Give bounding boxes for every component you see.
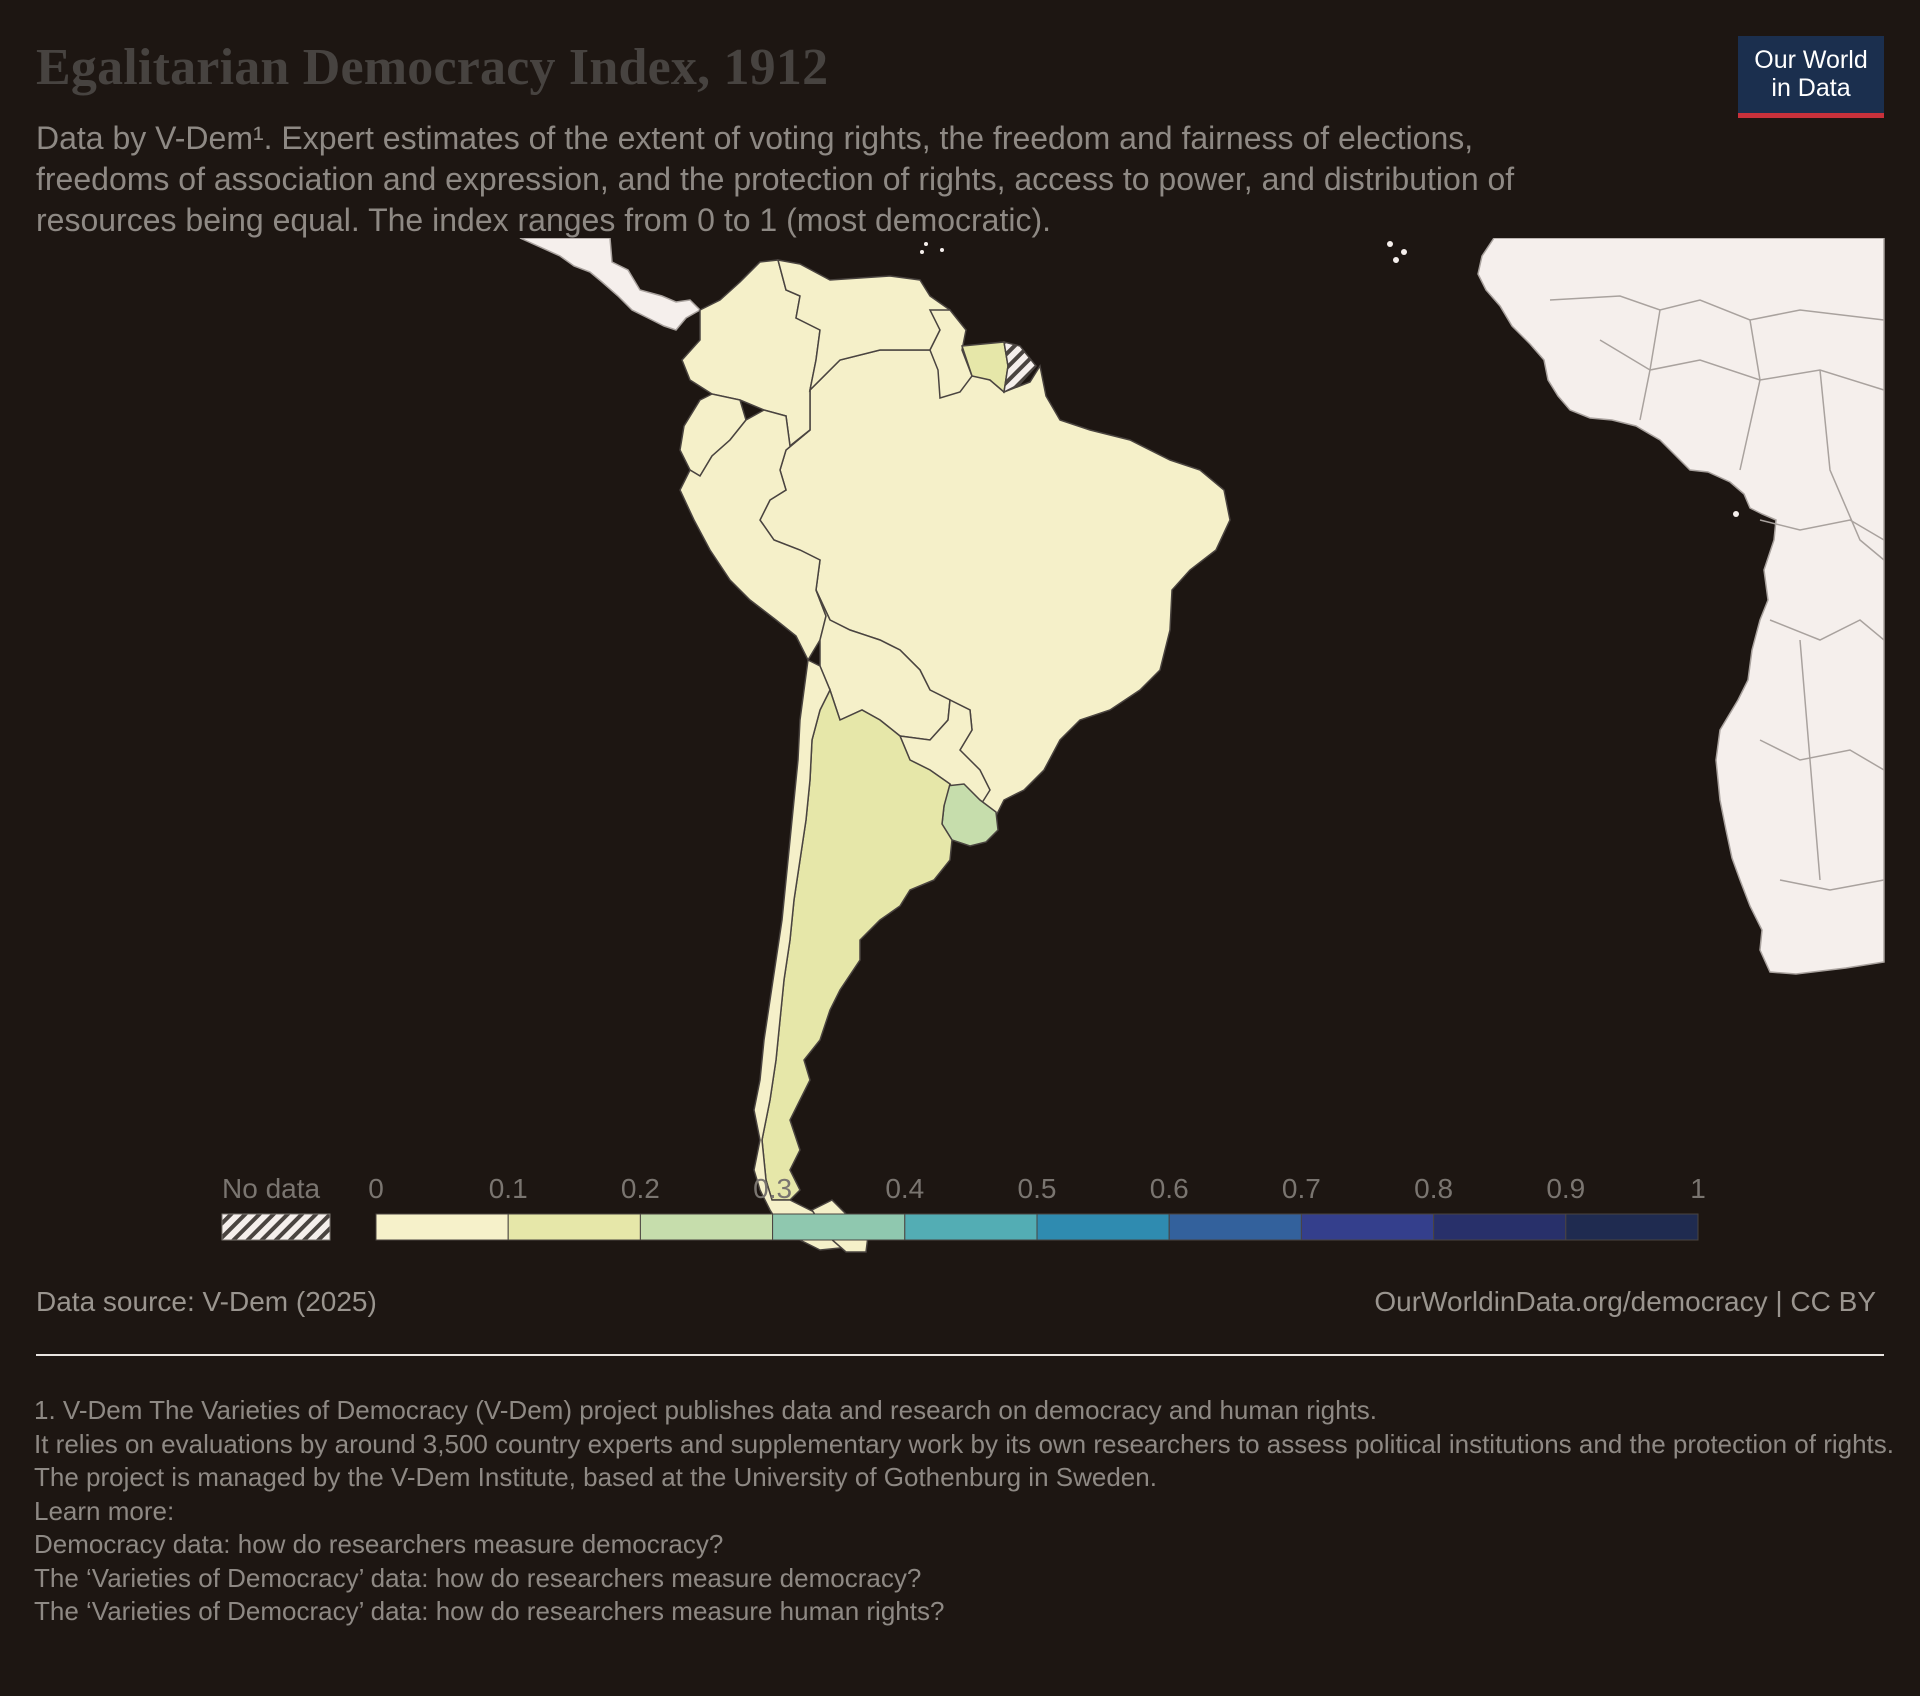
map-legend: No data 0 0.1 0.2 0.3 0.4 0.5 0.6 0.7 0.8 0.9 1 bbox=[221, 1173, 1706, 1241]
region-central-america[interactable] bbox=[519, 238, 702, 331]
islands bbox=[920, 241, 1739, 517]
footnote-line: 1. V-Dem The Varieties of Democracy (V-D… bbox=[34, 1395, 1377, 1425]
legend-bin[interactable] bbox=[1036, 1213, 1170, 1241]
legend-tick-label: 0.6 bbox=[1150, 1173, 1189, 1204]
legend-bin[interactable] bbox=[507, 1213, 641, 1241]
footnote-line: Learn more: bbox=[34, 1495, 175, 1526]
subtitle-line: resources being equal. The index ranges … bbox=[36, 202, 1052, 238]
divider bbox=[36, 1354, 1884, 1356]
footnote-line: It relies on evaluations by around 3,500… bbox=[34, 1428, 1894, 1459]
region-guyana[interactable] bbox=[928, 309, 973, 399]
region-west-africa[interactable] bbox=[1477, 238, 1885, 975]
legend-tick-label: 0.2 bbox=[621, 1173, 660, 1204]
footnote-line: The project is managed by the V-Dem Inst… bbox=[34, 1462, 1157, 1492]
data-source: Data source: V-Dem (2025) bbox=[36, 1286, 377, 1317]
logo-accent-bar bbox=[1738, 113, 1884, 118]
chart-title: Egalitarian Democracy Index, 1912 bbox=[36, 39, 829, 96]
footnotes: 1. V-Dem The Varieties of Democracy (V-D… bbox=[34, 1394, 1894, 1629]
legend-bin[interactable] bbox=[1300, 1213, 1435, 1241]
footnote-link[interactable]: Democracy data: how do researchers measu… bbox=[34, 1529, 724, 1559]
legend-tick-label: 0.1 bbox=[489, 1173, 528, 1204]
no-data-label: No data bbox=[222, 1173, 320, 1204]
region-argentina[interactable] bbox=[761, 688, 953, 1201]
legend-bin[interactable] bbox=[772, 1213, 906, 1241]
chart-subtitle: Data by V-Dem¹. Expert estimates of the … bbox=[36, 118, 1636, 241]
legend-tick-label: 0.9 bbox=[1546, 1173, 1585, 1204]
footnote-link[interactable]: The ‘Varieties of Democracy’ data: how d… bbox=[34, 1596, 945, 1626]
logo-line: in Data bbox=[1771, 74, 1851, 102]
no-data-swatch[interactable] bbox=[221, 1213, 331, 1241]
legend-bin[interactable] bbox=[1433, 1213, 1567, 1241]
subtitle-line: freedoms of association and expression, … bbox=[36, 161, 1515, 197]
legend-tick-label: 0 bbox=[368, 1173, 384, 1204]
legend-tick-label: 0.4 bbox=[885, 1173, 924, 1204]
legend-tick-label: 0.3 bbox=[753, 1173, 792, 1204]
legend-bin[interactable] bbox=[904, 1213, 1038, 1241]
legend-bin[interactable] bbox=[639, 1213, 774, 1241]
legend-tick-label: 0.5 bbox=[1018, 1173, 1057, 1204]
legend-bin[interactable] bbox=[1168, 1213, 1302, 1241]
legend-bin[interactable] bbox=[1565, 1213, 1699, 1241]
region-french-guiana[interactable] bbox=[1003, 340, 1037, 394]
legend-tick-label: 1 bbox=[1690, 1173, 1706, 1204]
logo-line: Our World bbox=[1754, 46, 1868, 74]
region-peru[interactable] bbox=[679, 409, 827, 662]
owid-logo[interactable]: Our World in Data bbox=[1738, 36, 1884, 118]
legend-bin[interactable] bbox=[375, 1213, 509, 1241]
legend-tick-label: 0.8 bbox=[1414, 1173, 1453, 1204]
subtitle-line: Data by V-Dem¹. Expert estimates of the … bbox=[36, 120, 1474, 156]
footnote-link[interactable]: The ‘Varieties of Democracy’ data: how d… bbox=[34, 1562, 922, 1593]
choropleth-map: No data 0 0.1 0.2 0.3 0.4 0.5 0.6 0.7 0.8 0.9 1 bbox=[221, 238, 1885, 1253]
source-url-link[interactable]: OurWorldinData.org/democracy | CC BY bbox=[1374, 1286, 1876, 1317]
legend-tick-label: 0.7 bbox=[1282, 1173, 1321, 1204]
africa-borders bbox=[1549, 295, 1885, 891]
